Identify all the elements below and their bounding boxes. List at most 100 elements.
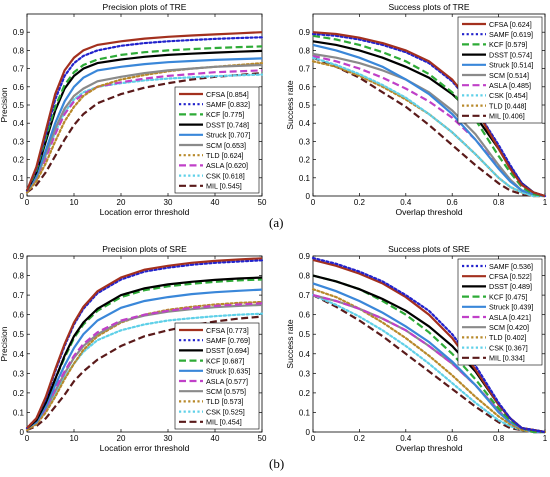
y-tick-label: 0.3 [13, 369, 25, 378]
legend-label: CFSA [0.854] [206, 90, 249, 99]
figure-label-a: (a) [269, 215, 284, 230]
chart-title: Success plots of TRE [388, 2, 469, 12]
y-tick-label: 0.3 [13, 137, 25, 146]
chart-title: Success plots of SRE [388, 244, 470, 254]
chart-title: Precision plots of TRE [103, 2, 187, 12]
legend-label: DSST [0.694] [206, 346, 249, 355]
chart-panel-2: Success plots of TRE 0 0.2 0.4 0.6 0.8 1 0 0.1 0.… [285, 2, 548, 217]
legend-label: CSK [0.454] [489, 91, 528, 100]
legend: CFSA [0.773]SAMF [0.769]DSST [0.694]KCF … [174, 322, 260, 430]
y-tick-label: 0.4 [299, 350, 311, 359]
y-tick-label: 0.9 [13, 252, 25, 261]
legend-label: KCF [0.475] [489, 292, 527, 301]
legend-label: SCM [0.420] [489, 323, 529, 332]
legend-label: Struck [0.707] [206, 131, 250, 140]
x-tick-label: 1 [543, 198, 548, 207]
y-tick-label: 0.1 [13, 174, 25, 183]
series-line-tld [25, 300, 264, 432]
series-line-kcf [26, 278, 263, 429]
x-tick-label: 1 [543, 434, 548, 443]
x-tick-label: 30 [164, 198, 173, 207]
legend-label: MIL [0.454] [206, 418, 242, 427]
y-tick-label: 0.2 [299, 156, 311, 165]
y-tick-label: 0.7 [299, 65, 311, 74]
y-tick-label: 0.4 [299, 119, 311, 128]
x-axis-label: Location error threshold [100, 443, 190, 453]
legend-label: SCM [0.575] [206, 387, 246, 396]
legend-label: DSST [0.748] [206, 120, 249, 129]
y-tick-label: 0.4 [13, 119, 25, 128]
chart-panel-3: Precision plots of SRE 0 10 20 30 40 50 0 0.1 0.2… [0, 244, 267, 453]
legend-label: MIL [0.406] [489, 112, 525, 121]
series-line-mil [26, 315, 263, 432]
legend-label: CSK [0.618] [206, 171, 245, 180]
y-tick-label: 0.1 [299, 174, 311, 183]
x-tick-label: 50 [258, 434, 267, 443]
y-axis-label: Precision [0, 87, 9, 122]
y-tick-label: 0.3 [299, 137, 311, 146]
legend-label: CFSA [0.624] [489, 20, 532, 29]
y-tick-label: 0.7 [13, 65, 25, 74]
series-line-csk [311, 56, 547, 198]
x-axis-label: Overlap threshold [395, 443, 462, 453]
x-tick-label: 0.2 [354, 198, 366, 207]
legend-label: DSST [0.489] [489, 282, 532, 291]
x-tick-label: 40 [211, 434, 220, 443]
y-tick-label: 0.8 [299, 46, 311, 55]
series-line-mil [312, 294, 545, 434]
series-line-cfsa [26, 257, 263, 429]
legend-label: TLD [0.448] [489, 101, 527, 110]
legend-label: TLD [0.624] [206, 151, 244, 160]
legend-label: KCF [0.579] [489, 40, 527, 49]
series-line-kcf [26, 45, 263, 191]
y-tick-label: 0.5 [299, 101, 311, 110]
y-tick-label: 0.2 [13, 389, 25, 398]
x-axis-label: Overlap threshold [395, 207, 462, 217]
series-line-samf [25, 259, 264, 430]
legend-label: TLD [0.573] [206, 397, 244, 406]
figure-label-b: (b) [269, 456, 285, 471]
y-tick-label: 0.5 [13, 330, 25, 339]
legend: SAMF [0.536]CFSA [0.522]DSST [0.489]KCF … [457, 258, 543, 366]
series-line-scm [26, 63, 263, 192]
x-tick-label: 0 [25, 198, 30, 207]
legend: CFSA [0.854]SAMF [0.832]KCF [0.775]DSST … [174, 86, 260, 194]
y-axis-label: Success rate [285, 80, 295, 129]
legend-label: MIL [0.545] [206, 182, 242, 191]
y-tick-label: 0.8 [299, 272, 311, 281]
chart-panel-1: Precision plots of TRE 0 10 20 30 40 50 0 0.1 0.2… [0, 2, 267, 217]
series-line-kcf [312, 34, 546, 198]
series-line-dsst [26, 276, 263, 429]
series-line-samf [311, 256, 547, 434]
x-tick-label: 0.6 [447, 434, 459, 443]
y-tick-label: 0.8 [13, 272, 25, 281]
x-tick-label: 0.2 [354, 434, 366, 443]
x-tick-label: 0.8 [493, 198, 505, 207]
legend-label: Struck [0.439] [489, 303, 533, 312]
x-tick-label: 0 [311, 198, 316, 207]
legend-label: SAMF [0.832] [206, 100, 250, 109]
series-line-struck [312, 43, 546, 198]
series-line-cfsa [312, 31, 546, 198]
series-line-cfsa [25, 31, 263, 191]
x-tick-label: 50 [258, 198, 267, 207]
legend-label: MIL [0.334] [489, 354, 525, 363]
legend-label: CSK [0.525] [206, 407, 245, 416]
y-axis-label: Precision [0, 326, 9, 361]
y-tick-label: 0.5 [13, 101, 25, 110]
legend-label: ASLA [0.485] [489, 81, 531, 90]
y-tick-label: 0 [20, 428, 25, 437]
y-axis-label: Success rate [285, 319, 295, 368]
y-tick-label: 0 [306, 428, 311, 437]
y-tick-label: 0.7 [13, 291, 25, 300]
y-tick-label: 0.6 [299, 83, 311, 92]
legend-label: SCM [0.514] [489, 71, 529, 80]
y-tick-label: 0.5 [299, 330, 311, 339]
legend-label: DSST [0.574] [489, 50, 532, 59]
y-tick-label: 0.6 [299, 311, 311, 320]
legend-label: TLD [0.402] [489, 333, 527, 342]
legend-label: KCF [0.775] [206, 110, 244, 119]
x-tick-label: 10 [70, 198, 79, 207]
y-tick-label: 0.8 [13, 46, 25, 55]
